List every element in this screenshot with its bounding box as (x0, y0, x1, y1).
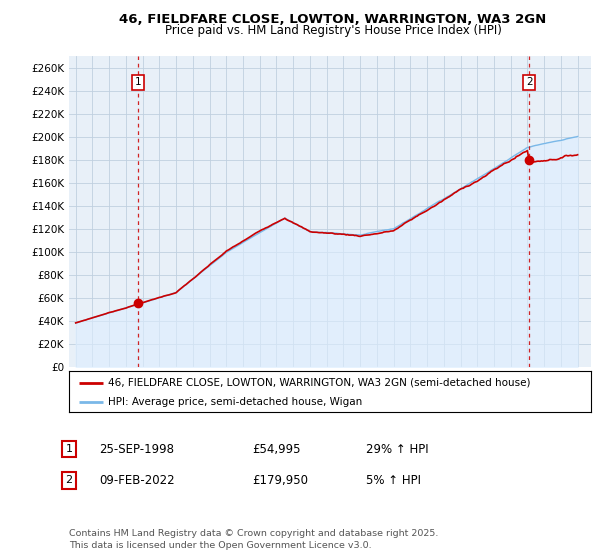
Text: 46, FIELDFARE CLOSE, LOWTON, WARRINGTON, WA3 2GN: 46, FIELDFARE CLOSE, LOWTON, WARRINGTON,… (119, 12, 547, 26)
Text: 2: 2 (65, 475, 73, 486)
Text: Contains HM Land Registry data © Crown copyright and database right 2025.
This d: Contains HM Land Registry data © Crown c… (69, 529, 439, 550)
Text: 1: 1 (135, 77, 142, 87)
Text: 29% ↑ HPI: 29% ↑ HPI (366, 442, 428, 456)
Text: 46, FIELDFARE CLOSE, LOWTON, WARRINGTON, WA3 2GN (semi-detached house): 46, FIELDFARE CLOSE, LOWTON, WARRINGTON,… (108, 377, 530, 388)
Text: Price paid vs. HM Land Registry's House Price Index (HPI): Price paid vs. HM Land Registry's House … (164, 24, 502, 37)
Text: 2: 2 (526, 77, 533, 87)
Text: £179,950: £179,950 (252, 474, 308, 487)
Text: HPI: Average price, semi-detached house, Wigan: HPI: Average price, semi-detached house,… (108, 396, 362, 407)
Text: 5% ↑ HPI: 5% ↑ HPI (366, 474, 421, 487)
Text: 1: 1 (65, 444, 73, 454)
Text: 25-SEP-1998: 25-SEP-1998 (99, 442, 174, 456)
Text: £54,995: £54,995 (252, 442, 301, 456)
Text: 09-FEB-2022: 09-FEB-2022 (99, 474, 175, 487)
